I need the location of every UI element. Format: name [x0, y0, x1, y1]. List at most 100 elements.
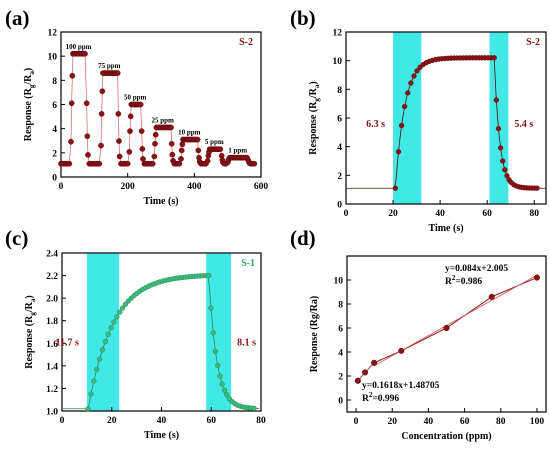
data-point [221, 387, 228, 393]
fit-equation-low: y=0.1618x+1.48705 [362, 381, 440, 391]
data-point [534, 185, 540, 191]
data-point [178, 156, 184, 162]
data-point [114, 70, 121, 76]
concentration-label: 10 ppm [178, 129, 201, 137]
y-tick-label: 8 [337, 86, 342, 96]
x-tick-label: 20 [388, 209, 398, 219]
data-point [206, 272, 212, 279]
data-point [392, 185, 399, 191]
data-point [98, 142, 104, 149]
data-point [443, 324, 450, 332]
data-point [137, 101, 144, 108]
data-point [504, 173, 510, 179]
data-point [82, 50, 88, 57]
response-window [86, 253, 120, 411]
x-tick-label: 100 [530, 417, 545, 427]
data-point [176, 160, 183, 167]
y-tick-label: 10 [333, 57, 343, 67]
y-tick-label: 1.4 [46, 362, 58, 372]
concentration-label: 1 ppm [228, 147, 247, 155]
data-point [194, 136, 201, 143]
y-tick-label: 6 [52, 101, 57, 111]
y-tick-label: 2.2 [46, 272, 58, 282]
y-tick-label: 6 [338, 325, 343, 335]
fit-r2-high: R2=0.986 [445, 274, 482, 287]
data-point [500, 158, 506, 164]
x-tick-label: 40 [157, 416, 167, 426]
data-point [138, 128, 145, 134]
x-tick-label: 40 [424, 417, 434, 427]
y-tick-label: 1.0 [46, 408, 58, 418]
sample-label: S-2 [526, 37, 540, 48]
fit-r2-low: R2=0.996 [362, 391, 399, 404]
data-point [497, 145, 504, 151]
x-tick-label: 80 [256, 416, 266, 426]
data-point [495, 125, 502, 132]
data-point [98, 111, 105, 117]
data-point [208, 305, 214, 311]
data-point [108, 325, 114, 331]
y-tick-label: 1.2 [46, 385, 58, 395]
y-tick-label: 12 [48, 29, 58, 39]
data-point [66, 160, 73, 167]
y-tick-label: 6 [337, 115, 342, 125]
data-point [502, 167, 508, 173]
y-axis-label: Response (Rg/Ra) [23, 68, 36, 141]
x-tick-label: 60 [482, 209, 492, 219]
y-axis-label: Response (Rg/Ra) [308, 81, 321, 154]
x-tick-label: 20 [387, 417, 397, 427]
data-point [85, 152, 91, 158]
series-line [61, 53, 255, 165]
data-point [152, 140, 158, 147]
data-point [127, 113, 134, 120]
data-point [96, 160, 103, 167]
data-point [405, 90, 411, 96]
panel-c: 0 20 40 60 80 1.0 1.2 1.4 1.6 1.8 2.0 2.2 2.4 Time (s… [5, 226, 266, 441]
data-point [411, 73, 417, 79]
y-tick-label: 0 [338, 397, 343, 407]
y-tick-label: 4 [337, 143, 342, 153]
data-point [116, 153, 123, 160]
data-point [210, 330, 216, 336]
y-tick-label: 0 [52, 174, 57, 184]
data-point [126, 149, 133, 155]
y-tick-label: 4 [338, 349, 343, 359]
y-tick-label: 10 [48, 53, 58, 63]
y-tick-label: 0 [337, 201, 342, 211]
x-tick-label: 80 [529, 209, 539, 219]
data-point [398, 347, 405, 354]
data-point [111, 319, 117, 325]
data-point [115, 111, 122, 117]
plot-frame [346, 255, 547, 413]
panel-label: (a) [5, 6, 30, 30]
data-point [354, 377, 361, 384]
y-tick-label: 2.4 [46, 250, 58, 260]
data-point [195, 147, 202, 154]
data-point [178, 147, 185, 154]
x-tick-label: 0 [344, 209, 349, 219]
data-point [217, 146, 224, 153]
data-point [99, 88, 106, 95]
data-point [127, 128, 133, 134]
data-point [105, 331, 111, 337]
recovery-time-label: 8.1 s [237, 338, 256, 349]
sample-label: S-2 [239, 37, 253, 48]
data-point [395, 149, 402, 155]
data-point [99, 347, 106, 353]
data-point [402, 103, 408, 110]
data-point [204, 157, 211, 164]
y-tick-label: 2 [52, 149, 57, 159]
x-tick-label: 20 [107, 416, 117, 426]
x-axis-label: Time (s) [144, 430, 179, 441]
x-tick-label: 600 [254, 182, 269, 192]
y-tick-label: 1.8 [46, 317, 58, 327]
data-point [251, 405, 257, 411]
sample-label: S-1 [241, 258, 255, 269]
fit-line-high [373, 274, 538, 367]
recovery-time-label: 5.4 s [514, 119, 533, 130]
data-point [179, 141, 186, 148]
concentration-label: 100 ppm [66, 43, 92, 51]
data-point [102, 338, 109, 345]
y-tick-label: 2 [337, 172, 342, 182]
